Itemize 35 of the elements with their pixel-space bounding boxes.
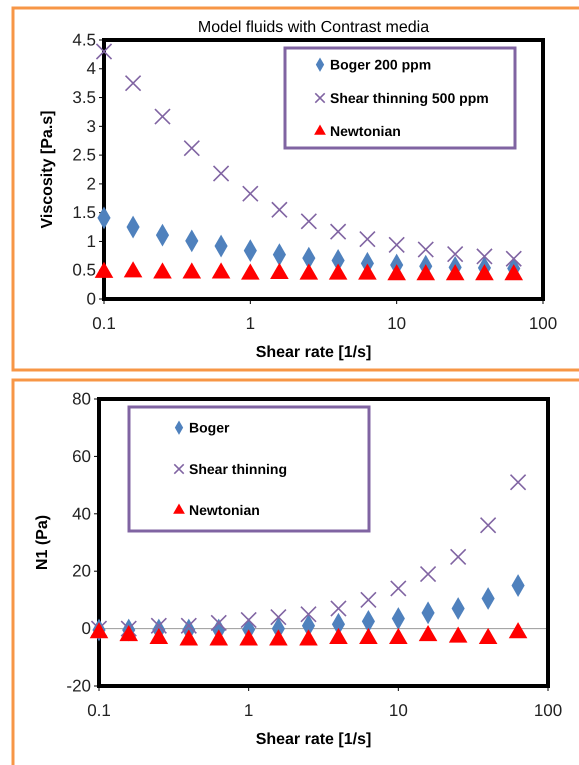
y-tick-label: 60 [72, 446, 91, 466]
y-axis-title: N1 (Pa) [34, 514, 51, 570]
y-tick-label: 3.5 [72, 88, 96, 107]
y-tick-label: 80 [72, 389, 91, 408]
x-tick-label: 1 [244, 701, 254, 720]
chart-title: Model fluids with Contrast media [198, 19, 430, 36]
x-tick-label: 10 [387, 314, 406, 334]
y-tick-label: 0.5 [72, 260, 96, 280]
x-axis-title: Shear rate [1/s] [256, 731, 372, 748]
legend-label: Newtonian [189, 502, 260, 518]
x-tick-label: 10 [388, 701, 408, 720]
y-tick-label: 0 [82, 619, 91, 638]
y-tick-label: 4 [86, 59, 96, 78]
y-axis-title: Viscosity [Pa.s] [39, 110, 56, 228]
y-tick-label: 1.5 [72, 203, 96, 222]
x-axis-title: Shear rate [1/s] [256, 344, 372, 361]
x-tick-label: 0.1 [92, 314, 116, 334]
x-tick-label: 0.1 [87, 701, 111, 720]
legend-label: Boger 200 ppm [330, 56, 432, 73]
y-tick-label: 1 [86, 232, 96, 251]
y-tick-label: 2.5 [72, 146, 96, 165]
y-tick-label: 3 [86, 116, 96, 136]
legend-label: Shear thinning 500 ppm [330, 90, 489, 106]
y-tick-label: 4.5 [72, 30, 96, 50]
x-tick-label: 100 [528, 314, 558, 334]
legend-label: Shear thinning [189, 460, 287, 477]
y-tick-label: 0 [86, 289, 96, 308]
y-tick-label: 20 [72, 562, 91, 581]
legend-label: Newtonian [330, 123, 401, 140]
y-tick-label: 40 [72, 504, 91, 524]
x-tick-label: 100 [534, 701, 562, 720]
y-tick-label: 2 [86, 174, 96, 194]
y-tick-label: -20 [66, 676, 91, 696]
legend-label: Boger [189, 420, 230, 436]
x-tick-label: 1 [246, 314, 256, 334]
